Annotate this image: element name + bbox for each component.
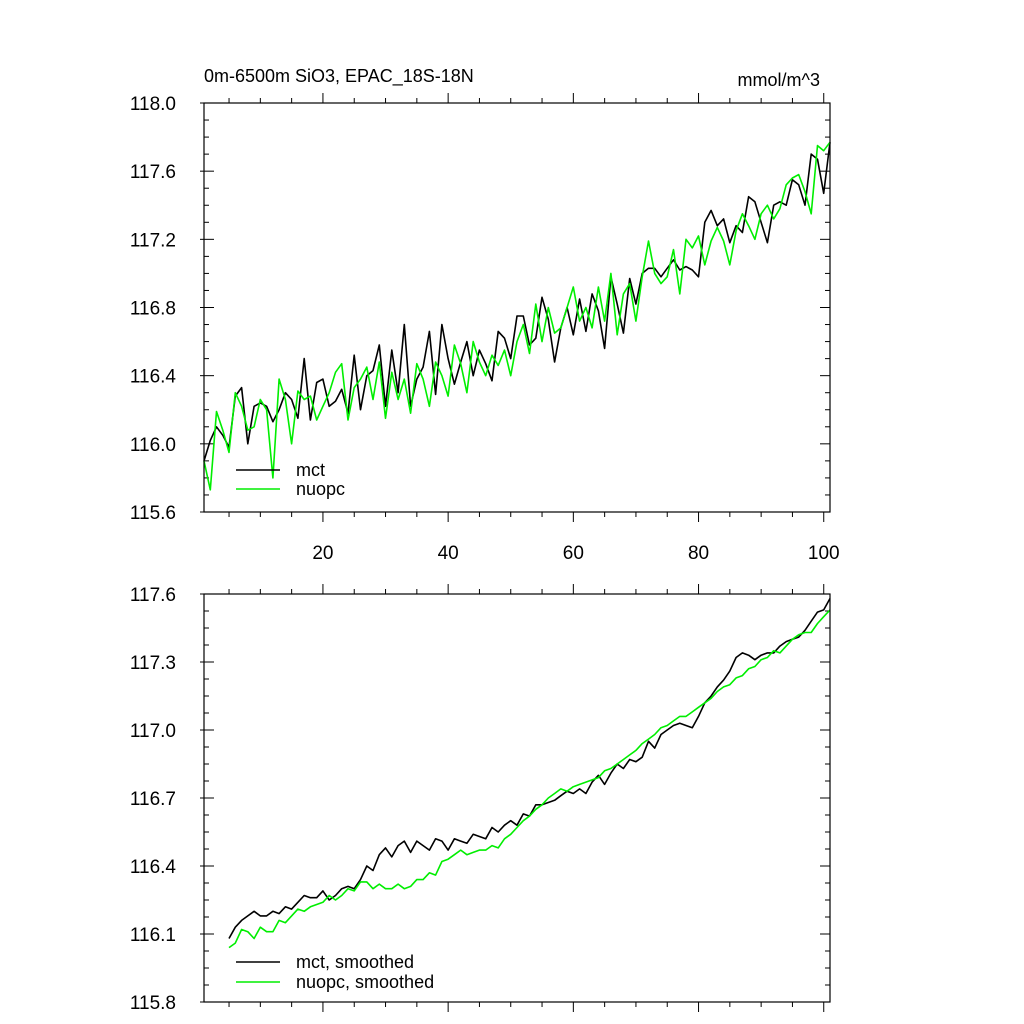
- y-tick-label: 115.8: [130, 993, 176, 1014]
- series-line-mct-smoothed: [228, 598, 831, 939]
- y-tick-label: 117.3: [130, 653, 176, 674]
- top-panel: 0m-6500m SiO3, EPAC_18S-18N mmol/m^3 115…: [130, 66, 840, 564]
- series-lines: [228, 598, 831, 949]
- x-tick-label: 100: [808, 543, 840, 564]
- y-tick-label: 117.6: [130, 162, 176, 183]
- series-line-nuopc: [203, 141, 831, 491]
- legend-label-mct-smoothed: mct, smoothed: [296, 952, 414, 972]
- y-tick-label: 115.6: [130, 503, 176, 524]
- y-tick-label: 116.8: [130, 299, 176, 320]
- chart-title: 0m-6500m SiO3, EPAC_18S-18N: [204, 66, 474, 87]
- y-tick-label: 116.0: [130, 435, 176, 456]
- y-tick-label: 117.0: [130, 721, 176, 742]
- series-line-nuopc-smoothed: [228, 609, 831, 949]
- y-tick-label: 116.7: [130, 789, 176, 810]
- legend-label-mct: mct: [296, 460, 325, 480]
- x-tick-label: 20: [312, 543, 333, 564]
- series-line-mct: [203, 142, 831, 462]
- y-tick-label: 116.1: [130, 925, 176, 946]
- plot-frame: [203, 102, 831, 513]
- series-lines: [203, 141, 831, 491]
- legend-label-nuopc-smoothed: nuopc, smoothed: [296, 972, 434, 992]
- plot-frame: [203, 593, 831, 1003]
- legend: mct, smoothed nuopc, smoothed: [236, 952, 434, 992]
- x-tick-label: 60: [563, 543, 584, 564]
- y-tick-label: 117.2: [130, 230, 176, 251]
- axis-ticks: 115.8 116.1 116.4 116.7 117.0 117.3 117.6: [130, 584, 830, 1014]
- legend-label-nuopc: nuopc: [296, 479, 345, 499]
- x-tick-label: 40: [438, 543, 459, 564]
- axis-ticks: 115.6 116.0 116.4 116.8 117.2 117.6 118.0 20 40 6…: [130, 93, 840, 564]
- y-tick-label: 116.4: [130, 367, 177, 388]
- y-tick-label: 117.6: [130, 585, 176, 606]
- x-tick-label: 80: [688, 543, 709, 564]
- y-tick-label: 118.0: [130, 94, 176, 115]
- units-label: mmol/m^3: [738, 70, 820, 90]
- y-tick-label: 116.4: [130, 857, 177, 878]
- legend: mct nuopc: [236, 460, 345, 499]
- bottom-panel: 115.8 116.1 116.4 116.7 117.0 117.3 117.6 mct,…: [130, 584, 831, 1014]
